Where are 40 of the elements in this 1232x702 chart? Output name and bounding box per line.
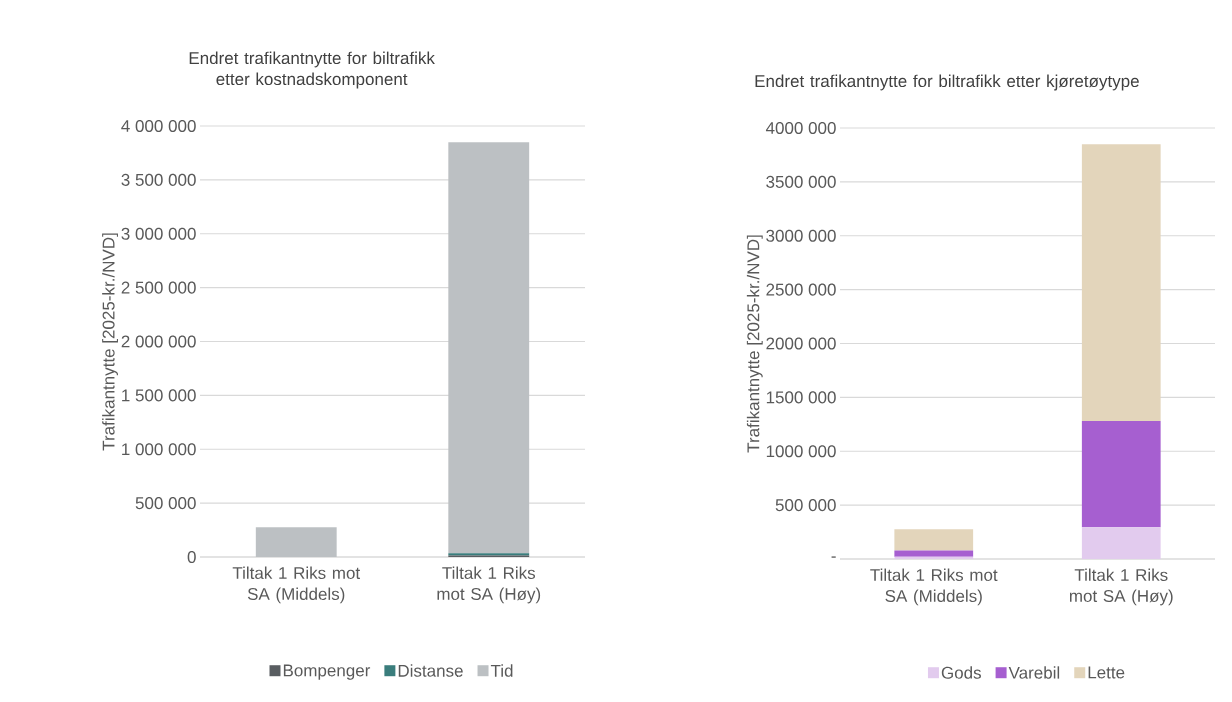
y-tick-label: 3 000 000 xyxy=(121,227,196,240)
y-tick-label: 4 000 000 xyxy=(121,119,196,133)
y-tick-label: 2500 000 xyxy=(766,283,836,296)
chart-title: Endret trafikantnytte for biltrafikk etter kostnadskomponent xyxy=(189,51,435,89)
y-tick-label: 500 000 xyxy=(135,497,196,510)
y-tick-label: 1500 000 xyxy=(766,391,836,404)
legend-label: Distanse xyxy=(398,664,463,677)
legend-label: Gods xyxy=(941,666,981,679)
y-tick-label: 1 000 000 xyxy=(122,443,196,456)
bar xyxy=(448,142,530,554)
y-tick-label: - xyxy=(831,556,836,558)
legend-label: Bompenger xyxy=(283,664,371,680)
legend-label: Varebil xyxy=(1008,666,1060,679)
y-tick-label: 1000 000 xyxy=(766,445,836,458)
x-tick-label: Tiltak 1 Riks mot SA (Middels) xyxy=(870,568,998,606)
bar xyxy=(894,529,974,551)
bar xyxy=(1081,421,1161,528)
x-tick-label: Tiltak 1 Riks mot SA (Høy) xyxy=(437,566,541,604)
y-tick-label: 4000 000 xyxy=(765,121,836,135)
y-tick-label: 2 000 000 xyxy=(121,335,196,348)
x-tick-label: Tiltak 1 Riks mot SA (Middels) xyxy=(232,566,361,604)
bar xyxy=(1081,144,1161,422)
legend-label: Lette xyxy=(1088,666,1125,679)
y-tick-label: 2 500 000 xyxy=(121,281,196,294)
bar xyxy=(255,527,337,557)
bar xyxy=(894,556,974,559)
y-tick-label: 1 500 000 xyxy=(122,389,196,402)
y-tick-label: 3000 000 xyxy=(766,229,836,242)
y-axis-title: Trafikantnytte [2025-kr./NVD] xyxy=(746,235,763,453)
y-tick-label: 500 000 xyxy=(775,499,836,512)
legend-label: Tid xyxy=(490,664,513,677)
y-tick-label: 2000 000 xyxy=(766,337,836,350)
y-tick-label: 0 xyxy=(187,550,196,564)
y-axis-title: Trafikantnytte [2025-kr./NVD] xyxy=(102,233,118,451)
bar xyxy=(894,550,974,557)
chart-title: Endret trafikantnytte for biltrafikk etter kjøretøytype xyxy=(755,74,1139,91)
bar xyxy=(1081,527,1161,559)
y-tick-label: 3500 000 xyxy=(766,175,836,188)
x-tick-label: Tiltak 1 Riks mot SA (Høy) xyxy=(1069,568,1173,606)
y-tick-label: 3 500 000 xyxy=(121,173,196,186)
